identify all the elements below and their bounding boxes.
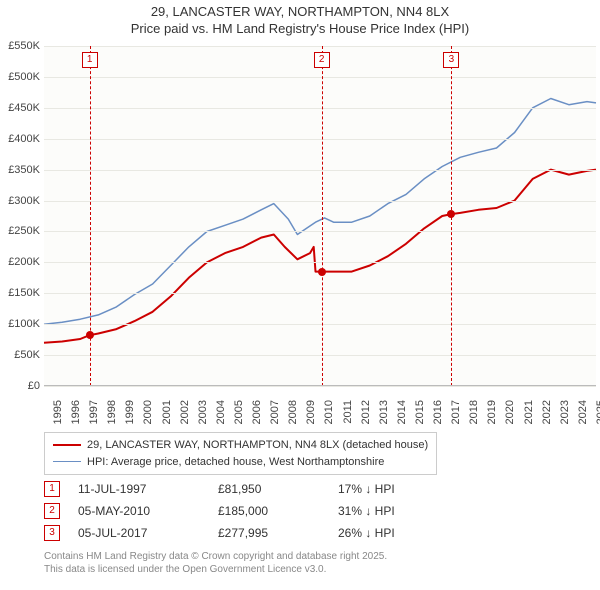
x-tick-label: 2017 xyxy=(450,400,462,424)
series-line-hpi xyxy=(44,99,596,325)
event-date: 11-JUL-1997 xyxy=(78,482,218,496)
x-tick-label: 2007 xyxy=(269,400,281,424)
x-tick-label: 2011 xyxy=(341,400,353,424)
y-tick-label: £200K xyxy=(8,256,40,268)
y-tick-label: £50K xyxy=(14,349,40,361)
x-tick-label: 2012 xyxy=(360,400,372,424)
x-tick-label: 2025 xyxy=(595,400,600,424)
gridline xyxy=(44,355,596,356)
event-row: 1 11-JUL-1997£81,95017% ↓ HPI xyxy=(44,478,395,500)
gridline xyxy=(44,293,596,294)
event-marker: 2 xyxy=(44,503,60,519)
events-table: 1 11-JUL-1997£81,95017% ↓ HPI 2 05-MAY-2010… xyxy=(44,478,395,544)
attribution-footer: Contains HM Land Registry data © Crown c… xyxy=(44,550,387,576)
x-tick-label: 2023 xyxy=(559,400,571,424)
event-hpi-delta: 31% ↓ HPI xyxy=(338,504,395,518)
sale-marker-label: 2 xyxy=(314,52,330,68)
y-tick-label: £550K xyxy=(8,40,40,52)
plot-svg xyxy=(44,46,596,386)
y-tick-label: £450K xyxy=(8,102,40,114)
x-tick-label: 1997 xyxy=(88,400,100,424)
x-tick-label: 2019 xyxy=(487,400,499,424)
event-hpi-delta: 26% ↓ HPI xyxy=(338,526,395,540)
y-tick-label: £400K xyxy=(8,133,40,145)
sale-dot xyxy=(318,268,326,276)
chart-container: 29, LANCASTER WAY, NORTHAMPTON, NN4 8LX … xyxy=(0,0,600,590)
y-tick-label: £100K xyxy=(8,318,40,330)
y-tick-label: £0 xyxy=(28,380,40,392)
gridline xyxy=(44,324,596,325)
event-price: £277,995 xyxy=(218,526,338,540)
x-tick-label: 2014 xyxy=(396,400,408,424)
plot-area: £0£50K£100K£150K£200K£250K£300K£350K£400… xyxy=(44,46,596,386)
x-tick-label: 1998 xyxy=(107,400,119,424)
x-tick-label: 2020 xyxy=(505,400,517,424)
event-date: 05-MAY-2010 xyxy=(78,504,218,518)
footer-line1: Contains HM Land Registry data © Crown c… xyxy=(44,550,387,563)
y-tick-label: £150K xyxy=(8,287,40,299)
sale-dot xyxy=(447,210,455,218)
x-tick-label: 2005 xyxy=(233,400,245,424)
gridline xyxy=(44,201,596,202)
x-tick-label: 1995 xyxy=(52,400,64,424)
event-marker: 3 xyxy=(44,525,60,541)
x-tick-label: 2001 xyxy=(161,400,173,424)
legend-item: 29, LANCASTER WAY, NORTHAMPTON, NN4 8LX … xyxy=(53,437,428,454)
x-tick-label: 2000 xyxy=(143,400,155,424)
x-tick-label: 2003 xyxy=(197,400,209,424)
legend-box: 29, LANCASTER WAY, NORTHAMPTON, NN4 8LX … xyxy=(44,432,437,475)
event-price: £185,000 xyxy=(218,504,338,518)
x-tick-label: 2022 xyxy=(541,400,553,424)
event-hpi-delta: 17% ↓ HPI xyxy=(338,482,395,496)
x-tick-label: 1996 xyxy=(70,400,82,424)
legend-swatch xyxy=(53,461,81,462)
y-tick-label: £350K xyxy=(8,164,40,176)
x-tick-label: 2018 xyxy=(468,400,480,424)
gridline xyxy=(44,386,596,387)
x-tick-label: 2010 xyxy=(324,400,336,424)
x-tick-label: 2002 xyxy=(179,400,191,424)
event-date: 05-JUL-2017 xyxy=(78,526,218,540)
event-price: £81,950 xyxy=(218,482,338,496)
y-tick-label: £500K xyxy=(8,71,40,83)
series-line-property xyxy=(44,170,596,343)
sale-vertical-line xyxy=(322,46,323,386)
x-tick-label: 1999 xyxy=(125,400,137,424)
legend-item: HPI: Average price, detached house, West… xyxy=(53,454,428,471)
title-block: 29, LANCASTER WAY, NORTHAMPTON, NN4 8LX … xyxy=(0,0,600,38)
sale-marker-label: 3 xyxy=(443,52,459,68)
x-tick-label: 2021 xyxy=(523,400,535,424)
legend-label: 29, LANCASTER WAY, NORTHAMPTON, NN4 8LX … xyxy=(87,437,428,454)
gridline xyxy=(44,170,596,171)
event-row: 2 05-MAY-2010£185,00031% ↓ HPI xyxy=(44,500,395,522)
sale-dot xyxy=(86,331,94,339)
x-tick-label: 2006 xyxy=(251,400,263,424)
sale-marker-label: 1 xyxy=(82,52,98,68)
gridline xyxy=(44,231,596,232)
gridline xyxy=(44,139,596,140)
x-tick-label: 2013 xyxy=(378,400,390,424)
footer-line2: This data is licensed under the Open Gov… xyxy=(44,563,387,576)
x-axis-line xyxy=(44,385,596,386)
title-line2: Price paid vs. HM Land Registry's House … xyxy=(0,21,600,38)
title-line1: 29, LANCASTER WAY, NORTHAMPTON, NN4 8LX xyxy=(0,4,600,21)
x-tick-label: 2015 xyxy=(414,400,426,424)
event-marker: 1 xyxy=(44,481,60,497)
legend-swatch xyxy=(53,444,81,446)
legend-label: HPI: Average price, detached house, West… xyxy=(87,454,384,471)
gridline xyxy=(44,77,596,78)
x-tick-label: 2024 xyxy=(577,400,589,424)
gridline xyxy=(44,108,596,109)
x-tick-label: 2004 xyxy=(215,400,227,424)
x-tick-label: 2008 xyxy=(288,400,300,424)
event-row: 3 05-JUL-2017£277,99526% ↓ HPI xyxy=(44,522,395,544)
y-tick-label: £250K xyxy=(8,225,40,237)
x-tick-label: 2016 xyxy=(432,400,444,424)
x-tick-label: 2009 xyxy=(306,400,318,424)
gridline xyxy=(44,46,596,47)
y-tick-label: £300K xyxy=(8,195,40,207)
gridline xyxy=(44,262,596,263)
